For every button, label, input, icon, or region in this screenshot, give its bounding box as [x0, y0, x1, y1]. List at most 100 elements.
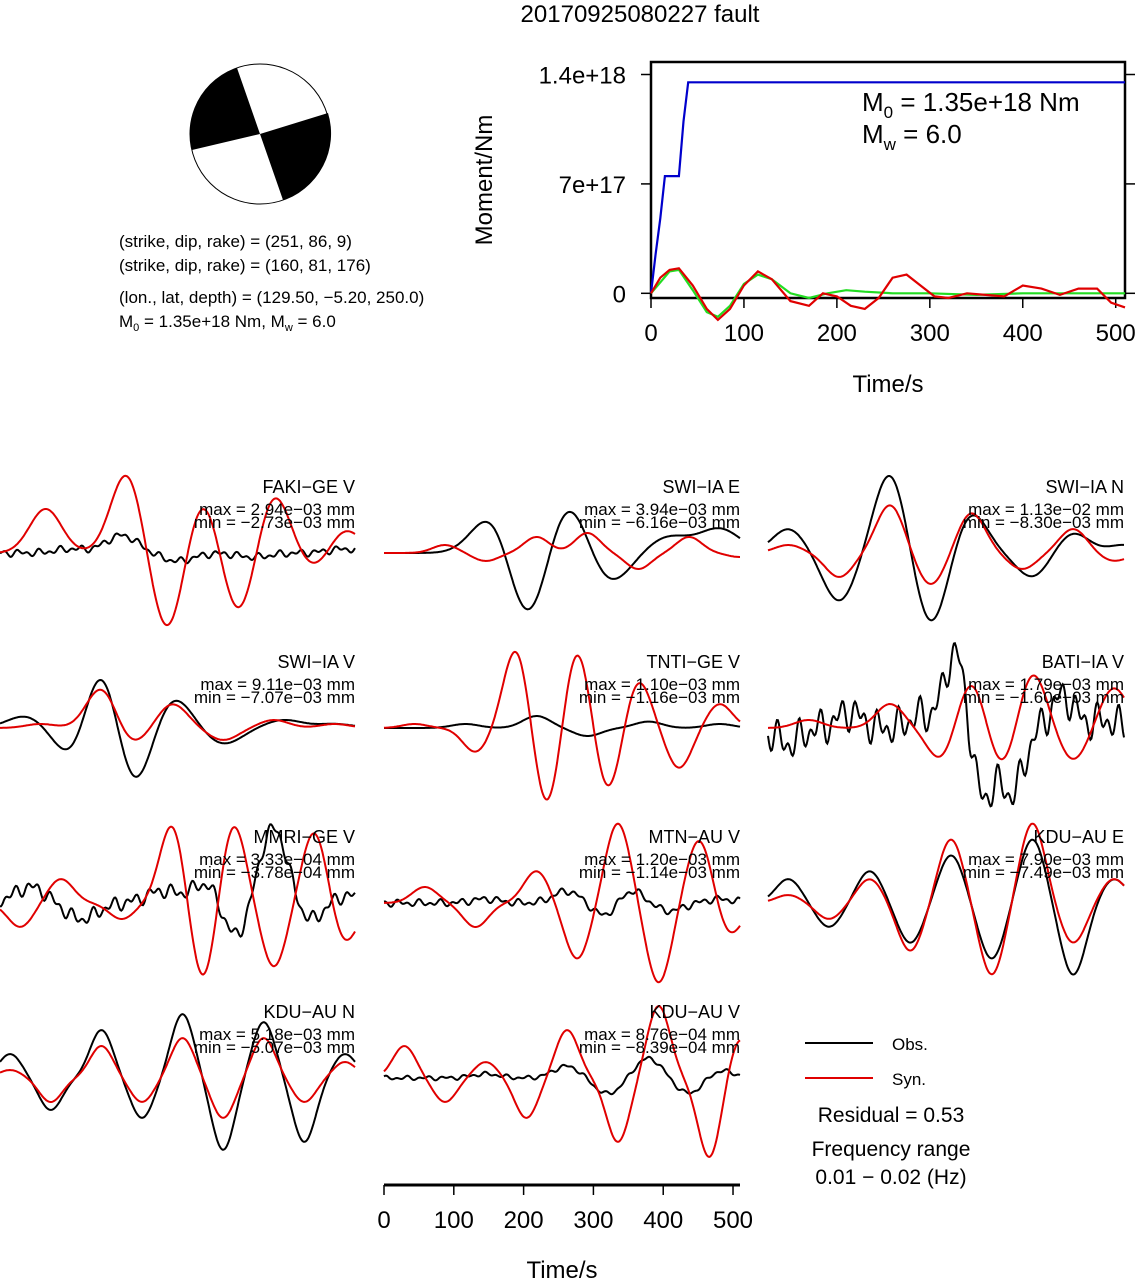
synthetic-trace [768, 674, 1125, 761]
station-label: FAKI−GE V [262, 477, 355, 497]
legend-obs-label: Obs. [892, 1035, 928, 1054]
moment-ytick-label: 7e+17 [559, 172, 626, 199]
moment-ytick-label: 1.4e+18 [539, 63, 626, 90]
beachball [189, 63, 332, 205]
station-label: KDU−AU V [649, 1002, 740, 1022]
observed-trace [384, 510, 741, 611]
moment-xtick-label: 0 [644, 320, 657, 347]
max-label: max = 1.20e−03 mm [584, 850, 740, 869]
max-label: max = 3.94e−03 mm [584, 500, 740, 519]
min-label: min = −3.78e−04 mm [194, 863, 355, 882]
legend-syn-label: Syn. [892, 1070, 926, 1089]
moment-xlabel: Time/s [852, 371, 923, 398]
min-label: min = −1.14e−03 mm [579, 863, 740, 882]
observed-trace [383, 1055, 741, 1096]
max-label: max = 5.18e−03 mm [199, 1025, 355, 1044]
waveform-xtick-label: 500 [713, 1207, 753, 1234]
max-label: max = 7.90e−03 mm [968, 850, 1124, 869]
moment-rate-red-line [650, 267, 1126, 322]
min-label: min = −1.60e−03 mm [963, 688, 1124, 707]
min-label: min = −5.07e−03 mm [194, 1038, 355, 1057]
moment-xtick-label: 500 [1096, 320, 1136, 347]
moment-line: M0 = 1.35e+18 Nm, Mw = 6.0 [119, 312, 336, 334]
mechanism-line-2: (strike, dip, rake) = (160, 81, 176) [119, 256, 371, 275]
synthetic-trace [0, 1037, 356, 1119]
station-label: SWI−IA N [1045, 477, 1124, 497]
min-label: min = −7.07e−03 mm [194, 688, 355, 707]
synthetic-trace [383, 1005, 741, 1158]
mechanism-text: (strike, dip, rake) = (251, 86, 9) (stri… [119, 232, 424, 334]
moment-ytick-label: 0 [613, 281, 626, 308]
synthetic-trace [767, 504, 1125, 585]
moment-ylabel: Moment/Nm [471, 115, 498, 246]
max-label: max = 1.79e−03 mm [968, 675, 1124, 694]
station-label: KDU−AU N [263, 1002, 355, 1022]
max-label: max = 1.13e−02 mm [968, 500, 1124, 519]
waveform-xtick-label: 200 [504, 1207, 544, 1234]
waveform-time-axis: 0 100 200 300 400 500 [377, 1183, 753, 1234]
max-label: max = 2.94e−03 mm [199, 500, 355, 519]
frequency-value: 0.01 − 0.02 (Hz) [815, 1166, 966, 1189]
moment-chart: 0 100 200 300 400 500 0 7e+17 1.4e+18 M0 = 1.35e… [471, 60, 1136, 398]
moment-annotation-m0: M0 = 1.35e+18 Nm [862, 87, 1080, 122]
moment-xtick-label: 200 [817, 320, 857, 347]
station-label: KDU−AU E [1033, 827, 1124, 847]
beachball-quadrant-2 [260, 113, 332, 200]
waveform-xtick-label: 100 [434, 1207, 474, 1234]
frequency-label: Frequency range [812, 1138, 971, 1161]
synthetic-trace [384, 532, 740, 570]
synthetic-trace [0, 474, 356, 627]
max-label: max = 1.10e−03 mm [584, 675, 740, 694]
waveform-xlabel: Time/s [526, 1257, 597, 1281]
observed-trace [0, 532, 356, 565]
observed-trace [767, 475, 1124, 622]
moment-annotation-mw: Mw = 6.0 [862, 119, 962, 154]
moment-chart-frame [649, 60, 1127, 300]
location-line: (lon., lat, depth) = (129.50, −5.20, 250… [119, 288, 424, 307]
min-label: min = −8.39e−04 mm [579, 1038, 740, 1057]
mechanism-line-1: (strike, dip, rake) = (251, 86, 9) [119, 232, 352, 251]
station-label: MMRI−GE V [253, 827, 355, 847]
station-label: SWI−IA V [277, 652, 355, 672]
synthetic-trace [0, 825, 356, 976]
figure-title: 20170925080227 fault [521, 1, 760, 28]
min-label: min = −6.16e−03 mm [579, 513, 740, 532]
synthetic-trace [384, 822, 741, 984]
min-label: min = −7.49e−03 mm [963, 863, 1124, 882]
station-label: SWI−IA E [662, 477, 740, 497]
observed-trace [767, 838, 1125, 976]
max-label: max = 9.11e−03 mm [200, 675, 355, 694]
max-label: max = 3.33e−04 mm [199, 850, 355, 869]
station-label: BATI−IA V [1042, 652, 1124, 672]
waveform-xtick-label: 400 [643, 1207, 683, 1234]
residual-text: Residual = 0.53 [818, 1104, 965, 1127]
min-label: min = −8.30e−03 mm [963, 513, 1124, 532]
observed-trace [0, 1013, 356, 1151]
waveform-xtick-label: 300 [573, 1207, 613, 1234]
moment-xtick-label: 400 [1003, 320, 1043, 347]
moment-xtick-label: 300 [910, 320, 950, 347]
station-label: MTN−AU V [648, 827, 740, 847]
synthetic-trace [767, 822, 1125, 976]
synthetic-trace [0, 688, 356, 741]
station-label: TNTI−GE V [646, 652, 740, 672]
observed-trace [0, 678, 356, 778]
max-label: max = 8.76e−04 mm [584, 1025, 740, 1044]
waveform-xtick-label: 0 [377, 1207, 390, 1234]
moment-xtick-label: 100 [724, 320, 764, 347]
legend: Obs. Syn. Residual = 0.53 Frequency rang… [805, 1035, 970, 1189]
observed-trace [767, 641, 1125, 808]
